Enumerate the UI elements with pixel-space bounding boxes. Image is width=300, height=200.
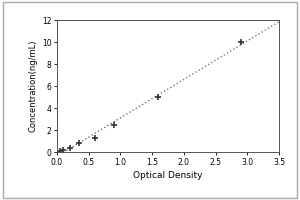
Y-axis label: Concentration(ng/mL): Concentration(ng/mL)	[29, 40, 38, 132]
X-axis label: Optical Density: Optical Density	[133, 171, 203, 180]
